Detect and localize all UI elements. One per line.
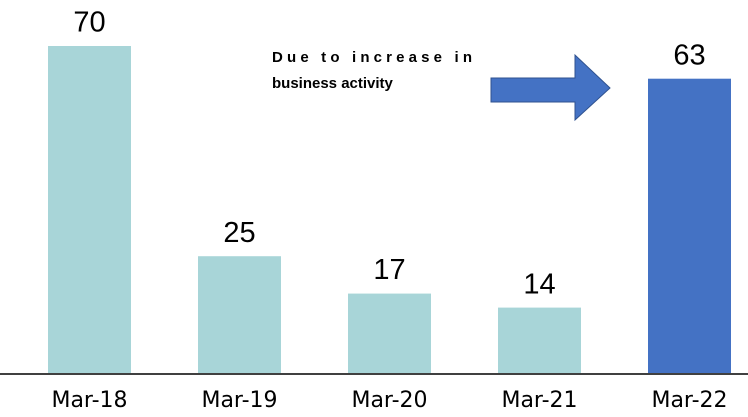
bar (198, 256, 281, 373)
value-label: 14 (523, 268, 555, 300)
x-tick-label: Mar-22 (651, 388, 727, 413)
bar (348, 293, 431, 373)
x-tick-label: Mar-19 (201, 388, 277, 413)
annotation-text: business activity (272, 75, 394, 92)
bar (648, 78, 731, 373)
value-label: 25 (223, 217, 255, 249)
value-label: 17 (373, 254, 405, 286)
x-tick-label: Mar-21 (501, 388, 577, 413)
x-tick-label: Mar-18 (51, 388, 127, 413)
value-label: 63 (673, 39, 705, 71)
bar (498, 307, 581, 373)
x-tick-label: Mar-20 (351, 388, 427, 413)
annotation-arrow (490, 53, 611, 122)
value-label: 70 (73, 7, 105, 39)
annotation-text: Due to increase in (272, 49, 472, 66)
bar (48, 46, 131, 373)
